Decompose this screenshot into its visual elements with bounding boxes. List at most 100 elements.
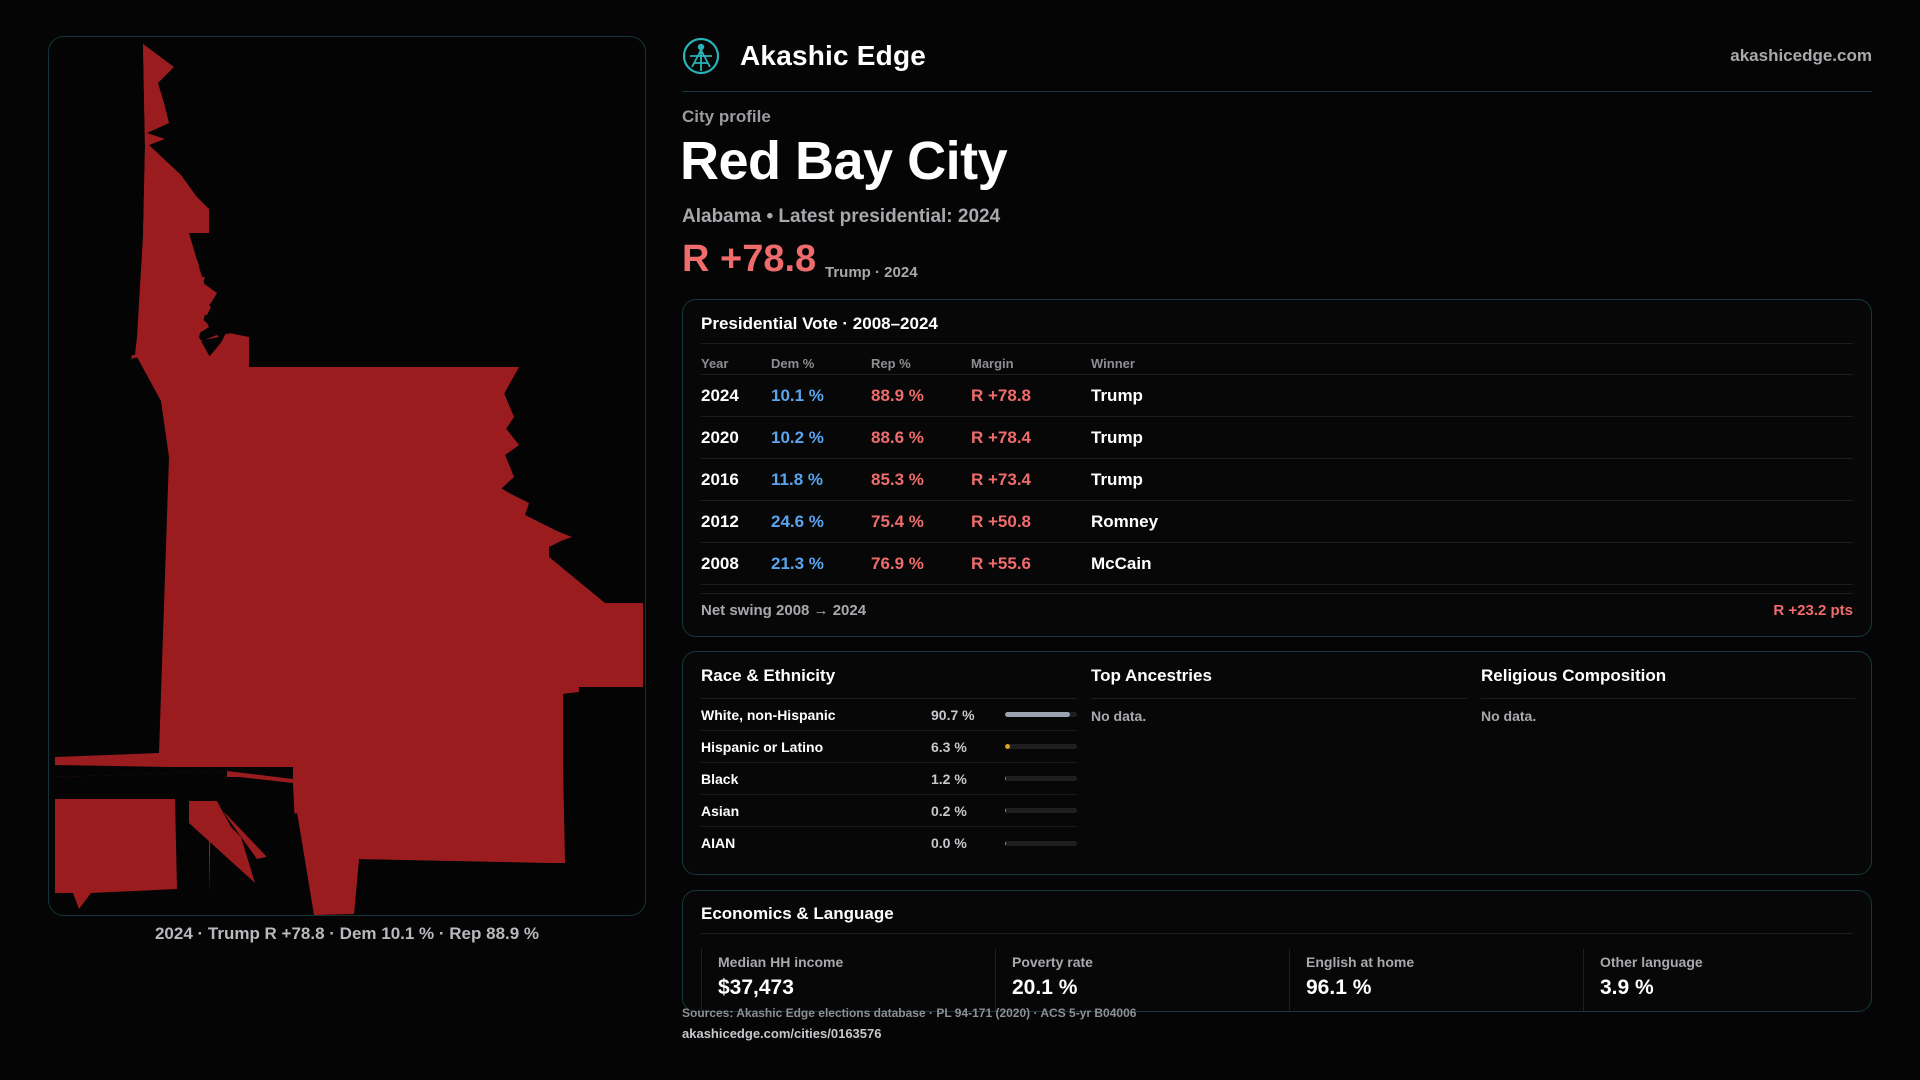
page-subtitle: Alabama • Latest presidential: 2024 [682, 206, 1001, 227]
city-boundary-svg [55, 44, 643, 915]
map-cutout-north-notch [99, 337, 137, 355]
race-percent: 0.2 % [931, 802, 967, 819]
headline-margin-note: Trump · 2024 [825, 264, 918, 281]
row-margin: R +78.8 [971, 385, 1032, 405]
list-item: AIAN 0.0 % [701, 827, 1077, 859]
section-divider [701, 698, 1077, 699]
row-rep: 88.9 % [871, 385, 924, 405]
list-item: Hispanic or Latino 6.3 % [701, 731, 1077, 763]
race-ethnicity-section: Race & Ethnicity White, non-Hispanic 90.… [701, 666, 1077, 859]
map-cutout-south-notch [225, 777, 295, 857]
race-name: Hispanic or Latino [701, 738, 824, 755]
brand[interactable]: Akashic Edge [682, 36, 926, 76]
headline-margin: R +78.8 [682, 238, 817, 280]
net-swing-value: R +23.2 pts [1773, 602, 1853, 619]
city-boundary-core [55, 44, 643, 915]
stat-poverty-rate: Poverty rate 20.1 % [995, 949, 1275, 1011]
city-boundary-map [48, 36, 646, 916]
card-divider [701, 933, 1853, 934]
list-item: Asian 0.2 % [701, 795, 1077, 827]
row-margin: R +73.4 [971, 469, 1032, 489]
section-divider [1481, 698, 1855, 699]
table-header: Year Dem % Rep % Margin Winner [701, 352, 1853, 375]
permalink[interactable]: akashicedge.com/cities/0163576 [682, 1026, 882, 1041]
race-bar [1005, 744, 1077, 749]
race-percent: 6.3 % [931, 738, 967, 755]
row-margin: R +50.8 [971, 511, 1032, 531]
economics-language-card: Economics & Language Median HH income $3… [682, 890, 1872, 1012]
row-winner: Trump [1091, 469, 1143, 489]
swing-divider [701, 593, 1853, 594]
row-winner: Trump [1091, 385, 1143, 405]
header-margin: Margin [971, 355, 1014, 371]
top-ancestries-title: Top Ancestries [1091, 666, 1212, 685]
row-rep: 88.6 % [871, 427, 924, 447]
row-dem: 24.6 % [771, 511, 824, 531]
brand-name: Akashic Edge [740, 40, 927, 71]
list-item: White, non-Hispanic 90.7 % [701, 699, 1077, 731]
row-year: 2008 [701, 553, 739, 573]
race-percent: 90.7 % [931, 706, 975, 723]
row-year: 2020 [701, 427, 739, 447]
economics-language-title: Economics & Language [701, 904, 894, 923]
header-year: Year [701, 355, 729, 371]
table-row: 2016 11.8 % 85.3 % R +73.4 Trump [701, 459, 1853, 501]
religious-composition-title: Religious Composition [1481, 666, 1667, 685]
stat-label: Median HH income [718, 954, 844, 970]
row-dem: 11.8 % [771, 469, 823, 489]
race-list: White, non-Hispanic 90.7 % Hispanic or L… [701, 699, 1077, 859]
race-bar [1005, 776, 1077, 781]
row-margin: R +78.4 [971, 427, 1032, 447]
religion-empty: No data. [1481, 708, 1537, 724]
row-dem: 10.1 % [771, 385, 824, 405]
race-bar-fill [1005, 840, 1007, 846]
city-boundary-south-spike [189, 801, 255, 883]
race-ethnicity-title: Race & Ethnicity [701, 666, 836, 685]
race-bar-fill [1005, 744, 1010, 749]
city-boundary-southwest-lobe [55, 799, 177, 909]
header-winner: Winner [1091, 355, 1135, 371]
row-winner: McCain [1091, 553, 1152, 573]
row-year: 2012 [701, 511, 739, 531]
stat-other-language: Other language 3.9 % [1583, 949, 1863, 1011]
header-dem: Dem % [771, 355, 815, 371]
table-row: 2020 10.2 % 88.6 % R +78.4 Trump [701, 417, 1853, 459]
row-winner: Trump [1091, 427, 1143, 447]
race-bar [1005, 840, 1077, 846]
stat-value: 96.1 % [1306, 976, 1372, 999]
race-name: Asian [701, 802, 740, 819]
sources-note: Sources: Akashic Edge elections database… [682, 1006, 1137, 1020]
table-row: 2012 24.6 % 75.4 % R +50.8 Romney [701, 501, 1853, 543]
stat-value: 20.1 % [1012, 976, 1078, 999]
stat-label: Other language [1600, 954, 1703, 970]
ancestries-empty: No data. [1091, 708, 1147, 724]
race-bar-fill [1005, 712, 1071, 717]
row-rep: 85.3 % [871, 469, 924, 489]
page-eyebrow: City profile [682, 107, 771, 126]
header-rep: Rep % [871, 355, 911, 371]
row-margin: R +55.6 [971, 553, 1032, 573]
stat-label: English at home [1306, 954, 1415, 970]
presidential-vote-table: Year Dem % Rep % Margin Winner 2024 10.1… [701, 352, 1853, 585]
table-row: 2024 10.1 % 88.9 % R +78.8 Trump [701, 375, 1853, 417]
race-name: White, non-Hispanic [701, 706, 836, 723]
religious-composition-section: Religious Composition No data. [1481, 666, 1855, 724]
race-bar-fill [1005, 776, 1007, 781]
row-winner: Romney [1091, 511, 1159, 531]
presidential-vote-title: Presidential Vote · 2008–2024 [701, 314, 938, 333]
section-divider [1091, 698, 1467, 699]
list-item: Black 1.2 % [701, 763, 1077, 795]
stat-value: 3.9 % [1600, 976, 1654, 999]
row-year: 2024 [701, 385, 739, 405]
row-dem: 10.2 % [771, 427, 824, 447]
stat-label: Poverty rate [1012, 954, 1093, 970]
row-rep: 75.4 % [871, 511, 924, 531]
race-name: AIAN [701, 835, 736, 851]
stat-median-income: Median HH income $37,473 [701, 949, 981, 1011]
row-dem: 21.3 % [771, 553, 824, 573]
row-rep: 76.9 % [871, 553, 924, 573]
site-link[interactable]: akashicedge.com [1730, 46, 1872, 65]
header-divider [682, 91, 1872, 92]
card-divider [701, 343, 1853, 344]
top-ancestries-section: Top Ancestries No data. [1091, 666, 1467, 724]
